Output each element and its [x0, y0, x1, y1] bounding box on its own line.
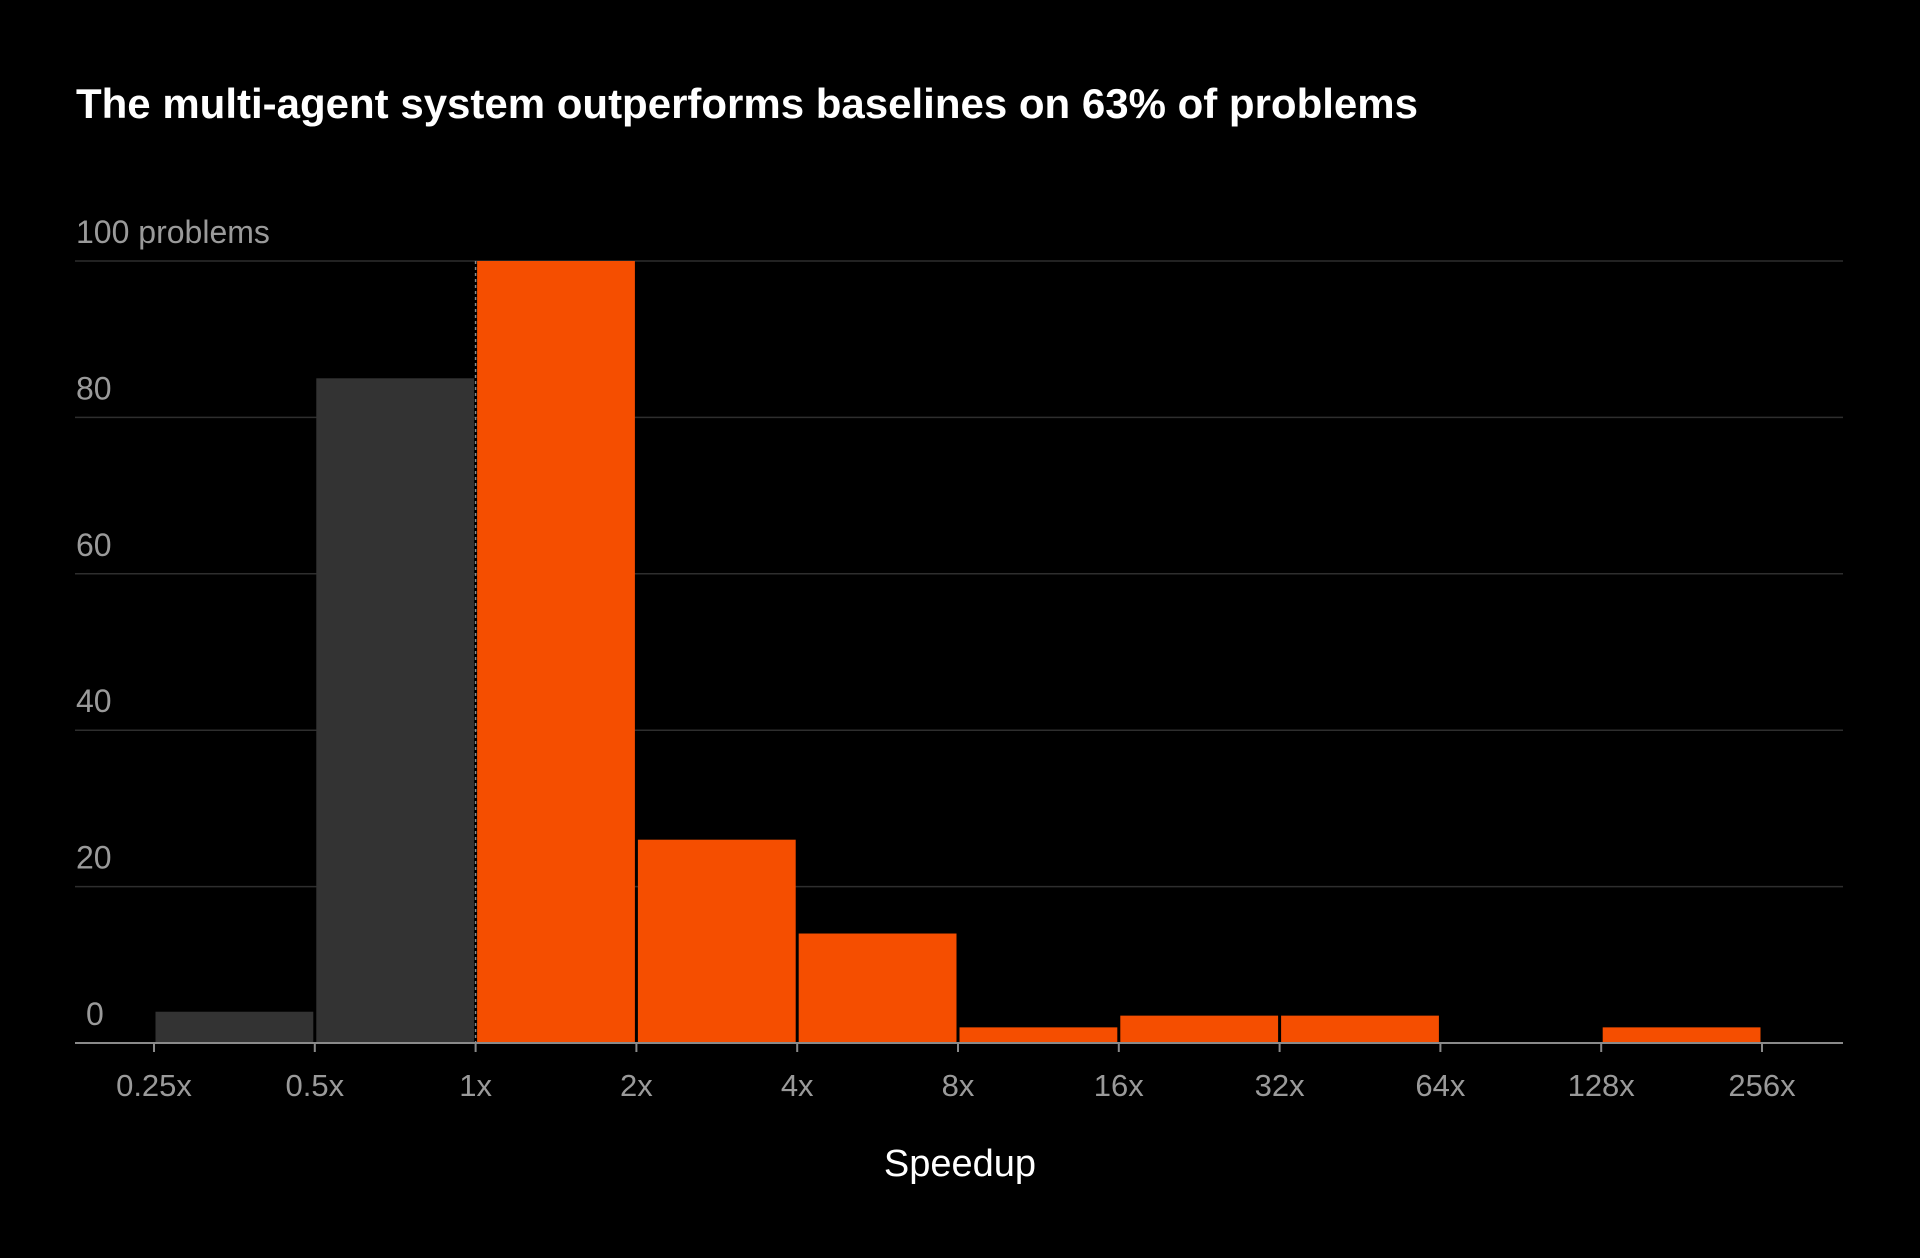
- bar-32x-to-64x: [1281, 1015, 1439, 1043]
- bar-128x-to-256x: [1602, 1027, 1761, 1043]
- y-tick-label-40: 40: [76, 683, 112, 719]
- x-tick-label-8x: 8x: [942, 1068, 975, 1103]
- y-axis-ticks: 0 20 40 60 80 100 problems: [76, 214, 270, 1032]
- x-axis-ticks: 0.25x 0.5x 1x 2x 4x 8x 16x 32x 64x 128x 256x: [116, 1043, 1796, 1103]
- x-axis-label: Speedup: [884, 1143, 1036, 1185]
- bar-1x-to-2x: [477, 261, 635, 1043]
- x-tick-label-256x: 256x: [1728, 1068, 1796, 1103]
- x-tick-label-32x: 32x: [1255, 1068, 1305, 1103]
- x-tick-label-2x: 2x: [620, 1068, 653, 1103]
- x-tick-label-16x: 16x: [1094, 1068, 1144, 1103]
- x-tick-label-1x: 1x: [459, 1068, 492, 1103]
- x-tick-label-0.5x: 0.5x: [285, 1068, 344, 1103]
- y-tick-label-20: 20: [76, 840, 112, 876]
- histogram-bars: [155, 261, 1761, 1043]
- y-tick-label-0: 0: [86, 996, 104, 1032]
- bar-8x-to-16x: [959, 1027, 1118, 1043]
- bar-4x-to-8x: [798, 933, 957, 1043]
- x-tick-label-64x: 64x: [1415, 1068, 1465, 1103]
- x-tick-label-0.25x: 0.25x: [116, 1068, 192, 1103]
- bar-0.25x-to-0.5x: [155, 1011, 314, 1043]
- bar-0.5x-to-1x: [316, 378, 475, 1043]
- y-tick-label-60: 60: [76, 527, 112, 563]
- chart-title: The multi-agent system outperforms basel…: [76, 80, 1418, 127]
- bar-16x-to-32x: [1120, 1015, 1279, 1043]
- bar-2x-to-4x: [637, 839, 796, 1043]
- x-tick-label-128x: 128x: [1568, 1068, 1636, 1103]
- y-tick-label-100: 100 problems: [76, 214, 270, 250]
- y-tick-label-80: 80: [76, 370, 112, 406]
- x-tick-label-4x: 4x: [781, 1068, 814, 1103]
